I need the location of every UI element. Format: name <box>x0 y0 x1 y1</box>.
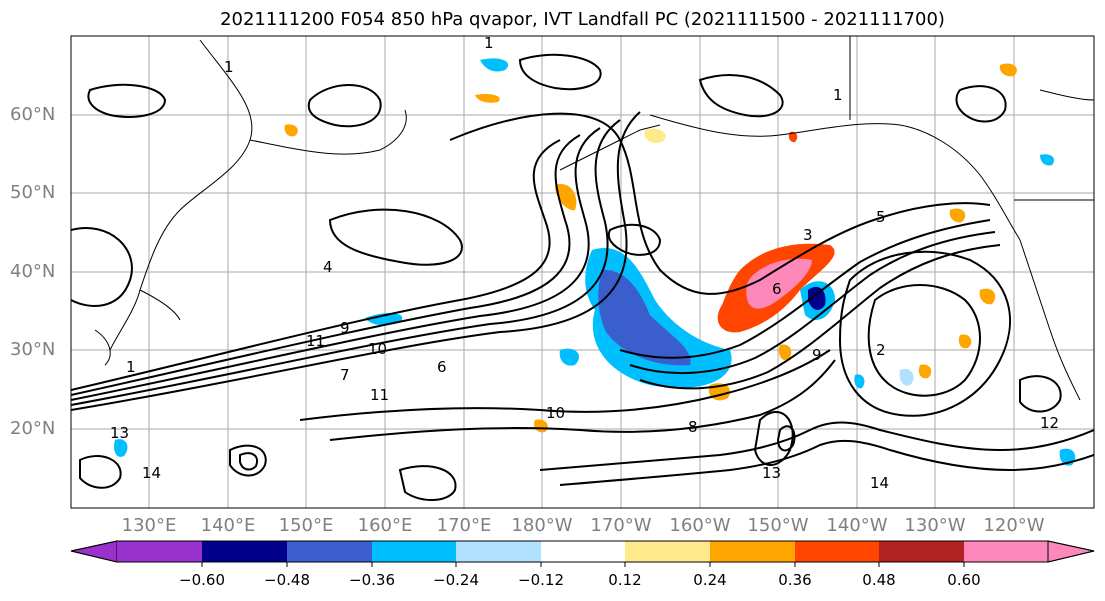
contour-label: 1 <box>833 86 843 104</box>
colorbar-max-arrow <box>1047 540 1095 563</box>
contour-label: 1 <box>126 358 136 376</box>
lon-label: 150°W <box>747 515 809 536</box>
contour-label: 10 <box>546 404 565 422</box>
contour-label: 13 <box>762 464 781 482</box>
contour-label: 11 <box>306 332 325 350</box>
colorbar-tick-label: −0.48 <box>264 571 310 589</box>
contour-label: 1 <box>484 34 494 52</box>
lon-label: 130°W <box>904 515 966 536</box>
colorbar-tick-label: 0.24 <box>693 571 727 589</box>
contour-label: 5 <box>876 208 886 226</box>
contour-label: 13 <box>110 424 129 442</box>
contour-label: 12 <box>1040 414 1059 432</box>
lat-label: 50°N <box>10 182 56 203</box>
contour-label: 10 <box>368 340 387 358</box>
colorbar-tick-label: −0.60 <box>179 571 225 589</box>
contour-label: 14 <box>142 464 161 482</box>
colorbar-tick-label: −0.12 <box>518 571 564 589</box>
contour-label: 6 <box>772 280 782 298</box>
colorbar-bin <box>202 541 287 562</box>
contour-label: 1 <box>224 58 234 76</box>
colorbar-bin <box>795 541 879 562</box>
lat-label: 30°N <box>10 339 56 360</box>
colorbar-min-arrow <box>70 540 118 563</box>
lon-label: 180°W <box>511 515 573 536</box>
colorbar-tick-label: −0.24 <box>433 571 479 589</box>
colorbar-tick-label: 0.12 <box>608 571 642 589</box>
colorbar-bin <box>541 541 625 562</box>
contour-label: 7 <box>340 366 350 384</box>
colorbar-tick-label: 0.60 <box>947 571 981 589</box>
contour-label: 4 <box>323 258 333 276</box>
contour-label: 2 <box>876 341 886 359</box>
colorbar-bin <box>372 541 456 562</box>
lon-label: 150°E <box>278 515 334 536</box>
colorbar-bin <box>456 541 541 562</box>
lon-label: 160°W <box>669 515 731 536</box>
colorbar-bin <box>287 541 372 562</box>
contour-labels: 1 1 1 1 2 3 4 5 6 6 7 8 9 9 10 10 11 11 … <box>110 34 1059 492</box>
plot-frame <box>70 35 1095 509</box>
lon-label: 170°W <box>590 515 652 536</box>
contour-label: 8 <box>688 418 698 436</box>
colorbar <box>70 540 1095 567</box>
ivt-contours <box>71 53 1094 501</box>
contour-label: 14 <box>870 474 889 492</box>
colorbar-bin <box>710 541 795 562</box>
colorbar-bin <box>625 541 710 562</box>
colorbar-tick-label: −0.36 <box>349 571 395 589</box>
colorbar-tick-label: 0.36 <box>778 571 812 589</box>
contour-label: 11 <box>370 386 389 404</box>
contour-label: 3 <box>803 226 813 244</box>
lat-label: 20°N <box>10 418 56 439</box>
contour-label: 9 <box>812 346 822 364</box>
coastlines <box>94 36 1094 401</box>
lon-label: 140°E <box>200 515 256 536</box>
colorbar-bin <box>117 541 202 562</box>
map-title: 2021111200 F054 850 hPa qvapor, IVT Land… <box>220 9 945 30</box>
colorbar-bin <box>964 541 1048 562</box>
lon-label: 140°W <box>826 515 888 536</box>
lat-label: 40°N <box>10 261 56 282</box>
colorbar-tick-label: 0.48 <box>862 571 896 589</box>
lat-label: 60°N <box>10 104 56 125</box>
contour-label: 6 <box>437 358 447 376</box>
lon-label: 130°E <box>121 515 177 536</box>
contour-label: 9 <box>340 319 350 337</box>
lon-label: 160°E <box>357 515 413 536</box>
lon-label: 120°W <box>983 515 1045 536</box>
colorbar-bin <box>879 541 964 562</box>
lon-label: 170°E <box>436 515 492 536</box>
negative-anomaly-region <box>114 58 1076 466</box>
